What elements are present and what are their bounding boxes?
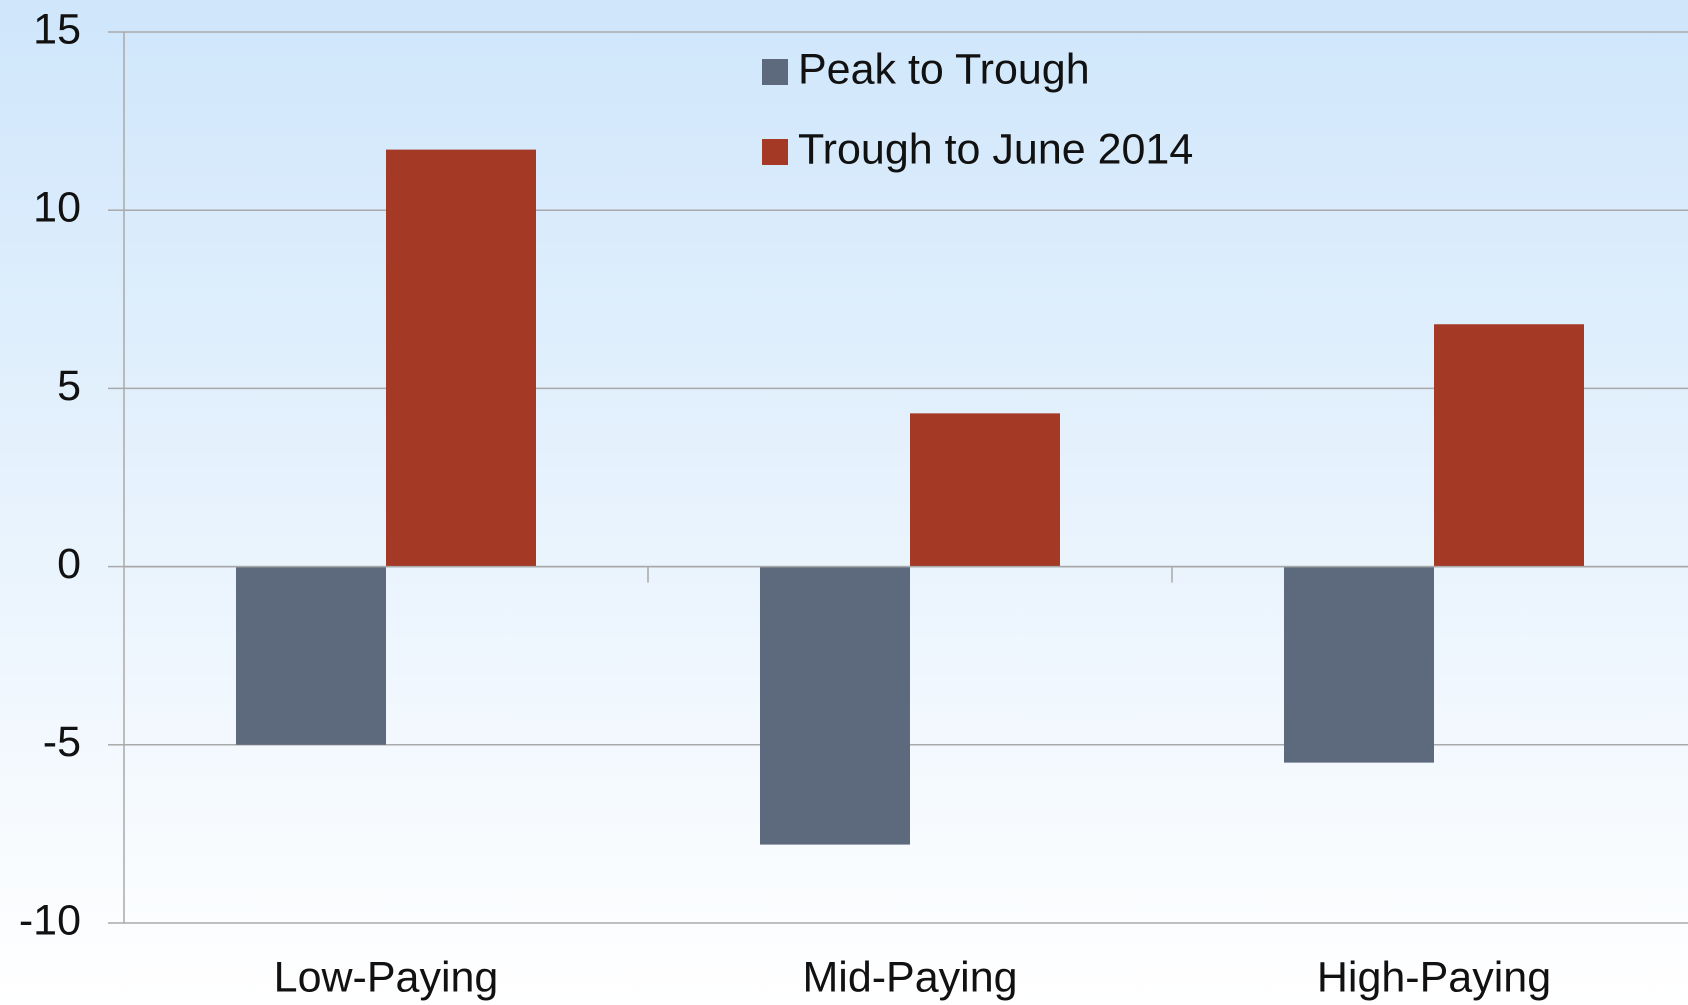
legend-swatch <box>762 139 788 165</box>
x-tick-label: High-Paying <box>1317 953 1551 1001</box>
y-tick-label: 0 <box>57 540 81 588</box>
legend-label: Peak to Trough <box>798 45 1090 93</box>
bar <box>386 149 536 567</box>
bar <box>1434 324 1584 567</box>
bar <box>910 413 1060 567</box>
y-tick-label: 5 <box>57 362 81 410</box>
y-tick-label: -5 <box>43 718 81 766</box>
y-tick-label: 10 <box>33 184 81 232</box>
y-tick-label: 15 <box>33 5 81 53</box>
x-tick-label: Mid-Paying <box>802 953 1017 1001</box>
y-tick-label: -10 <box>19 896 81 944</box>
bar <box>760 566 910 845</box>
bar <box>1284 566 1434 763</box>
legend-swatch <box>762 59 788 85</box>
legend-label: Trough to June 2014 <box>798 125 1193 173</box>
x-tick-label: Low-Paying <box>274 953 499 1001</box>
bar <box>236 566 386 745</box>
